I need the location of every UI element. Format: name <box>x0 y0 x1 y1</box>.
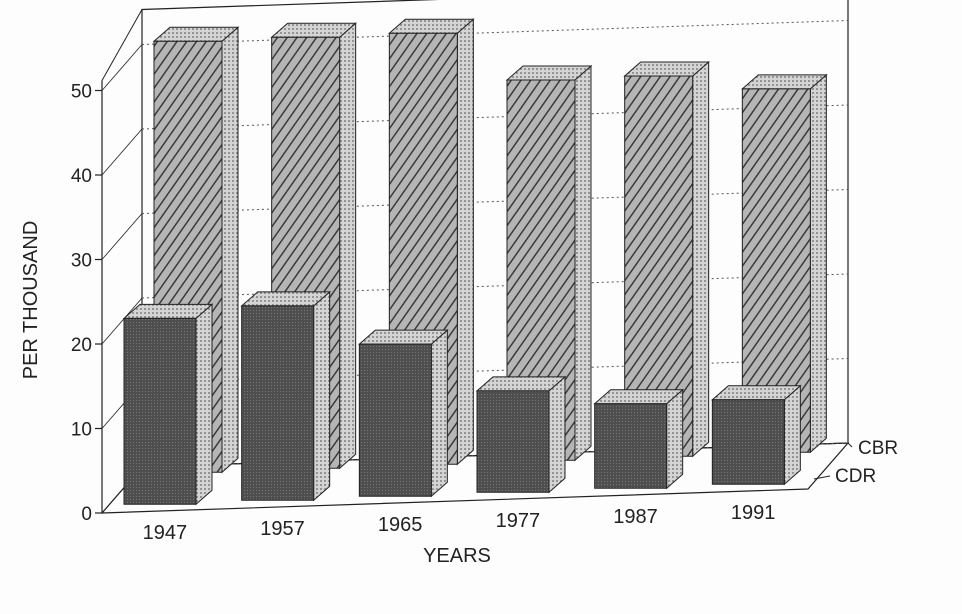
bar-side <box>692 60 710 458</box>
x-tick-label: 1987 <box>613 506 658 528</box>
bar-cbr-1947 <box>152 26 240 474</box>
bar-side <box>221 26 239 474</box>
x-tick-label: 1977 <box>496 510 541 532</box>
bar-cdr-1957 <box>240 290 331 502</box>
bar-top <box>122 303 214 319</box>
y-tick-label: 20 <box>71 335 92 356</box>
bar-side <box>548 375 566 494</box>
bar-top <box>475 376 567 392</box>
x-tick-label: 1947 <box>143 522 188 544</box>
bar-top <box>358 329 449 345</box>
bar-side <box>783 384 801 486</box>
bar-front <box>476 390 550 493</box>
y-tick-label: 10 <box>71 420 92 441</box>
y-tick-label: 40 <box>71 166 92 187</box>
gridline-side-20 <box>101 297 143 345</box>
y-axis-label: PER THOUSAND <box>20 221 42 380</box>
gridline-side-40 <box>101 128 143 176</box>
bar-top <box>593 389 684 405</box>
bar-top <box>711 385 802 401</box>
bar-front <box>594 403 668 489</box>
legend-leader-cbr <box>847 442 853 448</box>
series-cdr <box>122 290 802 506</box>
gridline-side-30 <box>101 213 143 260</box>
bar-cdr-1991 <box>711 384 802 486</box>
x-axis-label: YEARS <box>423 545 491 567</box>
bar-top <box>240 291 331 307</box>
bar-front <box>711 399 785 485</box>
legend-label-cbr: CBR <box>858 438 898 459</box>
bar-side <box>313 290 331 502</box>
bar-side <box>574 64 592 462</box>
bar-front <box>358 343 432 497</box>
bar-front <box>123 317 197 505</box>
bar-cdr-1987 <box>593 388 684 490</box>
legend-label-cdr: CDR <box>835 466 876 487</box>
y-tick-label: 50 <box>71 82 92 103</box>
legend-leader-cdr <box>813 475 831 480</box>
bar-side <box>456 18 474 466</box>
y-tick-label: 0 <box>81 504 92 525</box>
x-tick-label: 1991 <box>731 502 776 524</box>
bar-side <box>430 329 448 498</box>
bar-cdr-1965 <box>358 329 449 498</box>
x-tick-label: 1957 <box>260 518 305 540</box>
bar-side <box>666 388 684 490</box>
axes: 0 10 20 30 40 50 1947 1957 1965 1977 1987 1991 CBR CD… <box>71 82 898 544</box>
bar-side <box>809 73 827 454</box>
bar-side <box>339 22 357 470</box>
bar-cdr-1977 <box>475 375 567 494</box>
x-tick-label: 1965 <box>378 514 423 536</box>
legend: CBR CDR <box>813 438 898 487</box>
y-tick-label: 30 <box>71 251 92 272</box>
bar-side <box>195 303 213 506</box>
bar-front <box>241 305 315 501</box>
left-wall-top <box>101 9 143 81</box>
gridline-side-50 <box>101 44 143 91</box>
bar-cdr-1947 <box>122 303 214 506</box>
gridline-50 <box>141 20 849 45</box>
